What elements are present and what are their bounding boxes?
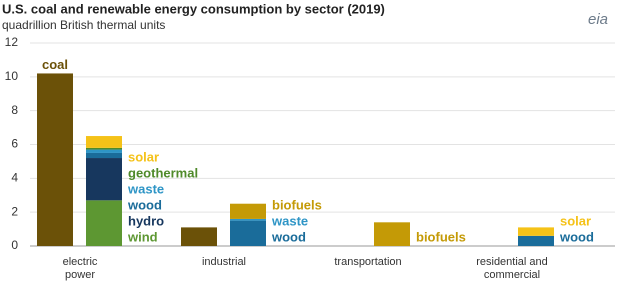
bar-segment	[86, 200, 122, 246]
series-label: wood	[271, 229, 306, 244]
bar-segment	[86, 152, 122, 159]
y-tick-label: 2	[11, 204, 18, 218]
x-tick-label: transportation	[334, 256, 402, 268]
y-tick-label: 12	[5, 35, 19, 49]
y-tick-label: 10	[5, 69, 19, 83]
bar-segment	[518, 227, 554, 236]
y-tick-label: 8	[11, 103, 18, 117]
bar	[181, 227, 217, 246]
bar-segment	[86, 149, 122, 153]
x-tick-label: residential and commercial	[476, 256, 548, 281]
x-tick-label: industrial	[201, 256, 247, 268]
series-label: waste	[127, 181, 164, 196]
series-label: solar	[560, 213, 591, 228]
series-label: coal	[42, 57, 68, 72]
chart-subtitle: quadrillion British thermal units	[2, 18, 165, 32]
bar	[37, 73, 73, 246]
bar-segment	[230, 203, 266, 219]
chart-title: U.S. coal and renewable energy consumpti…	[2, 1, 385, 16]
series-label: biofuels	[272, 197, 322, 212]
series-label: solar	[128, 149, 159, 164]
bar-segment	[230, 220, 266, 246]
series-label: wind	[127, 229, 158, 244]
y-tick-label: 0	[11, 238, 18, 252]
series-label: wood	[127, 197, 162, 212]
logo: eia	[588, 11, 608, 28]
bar-segment	[86, 147, 122, 150]
x-tick-label: electric power	[62, 256, 98, 281]
bar-segment	[86, 158, 122, 201]
series-label: wood	[559, 229, 594, 244]
series-label: hydro	[128, 213, 164, 228]
bar-segment	[86, 136, 122, 148]
y-tick-label: 4	[11, 171, 18, 185]
series-label: waste	[271, 213, 308, 228]
bar-segment	[374, 222, 410, 246]
bar-segment	[518, 235, 554, 246]
series-label: biofuels	[416, 229, 466, 244]
y-tick-label: 6	[11, 137, 18, 151]
bar-segment	[230, 218, 266, 221]
series-label: geothermal	[128, 165, 198, 180]
